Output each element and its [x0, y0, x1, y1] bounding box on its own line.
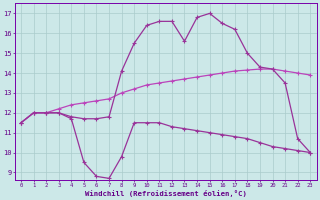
X-axis label: Windchill (Refroidissement éolien,°C): Windchill (Refroidissement éolien,°C) [85, 190, 247, 197]
